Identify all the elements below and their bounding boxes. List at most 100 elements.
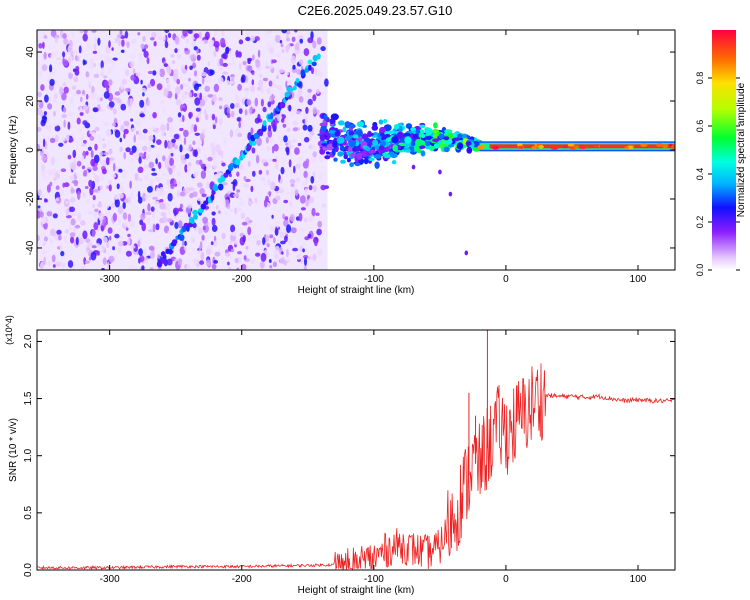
- noise-blob: [167, 140, 173, 150]
- noise-blob: [110, 202, 116, 208]
- noise-blob: [159, 202, 166, 210]
- noise-blob: [265, 234, 270, 243]
- noise-blob: [238, 163, 244, 170]
- noise-blob: [250, 258, 256, 265]
- signal-blob: [404, 149, 411, 153]
- signal-blob: [411, 164, 416, 170]
- signal-blob: [342, 126, 347, 133]
- noise-blob: [283, 199, 289, 204]
- noise-blob: [188, 77, 191, 82]
- x-tick-label: -200: [232, 574, 252, 585]
- noise-blob: [200, 132, 205, 141]
- noise-blob: [58, 234, 62, 241]
- noise-blob: [149, 178, 154, 187]
- noise-blob: [194, 132, 200, 136]
- noise-blob: [188, 112, 192, 119]
- signal-blob: [356, 121, 365, 128]
- noise-blob: [144, 194, 149, 200]
- noise-blob: [72, 149, 77, 159]
- noise-blob: [298, 59, 304, 65]
- signal-blob: [347, 146, 353, 153]
- colorbar-tick-label: 0.2: [695, 216, 705, 229]
- noise-blob: [109, 107, 114, 111]
- snr-frame: [36, 329, 676, 571]
- noise-blob: [159, 199, 164, 203]
- noise-blob: [292, 64, 296, 70]
- noise-blob: [235, 102, 239, 109]
- noise-blob: [305, 199, 310, 207]
- noise-blob: [284, 117, 290, 126]
- noise-blob: [129, 218, 135, 228]
- noise-blob: [213, 30, 218, 36]
- noise-blob: [130, 118, 134, 122]
- signal-blob: [331, 148, 336, 156]
- noise-blob: [94, 126, 100, 132]
- noise-blob: [238, 121, 241, 129]
- noise-blob: [201, 234, 205, 241]
- noise-blob: [139, 113, 145, 118]
- noise-blob: [111, 47, 114, 51]
- noise-blob: [204, 154, 208, 162]
- streak-blob: [178, 234, 185, 242]
- streak-blob: [269, 112, 274, 120]
- noise-blob: [312, 40, 317, 49]
- noise-blob: [265, 132, 268, 138]
- noise-blob: [123, 120, 130, 127]
- noise-blob: [217, 58, 221, 67]
- noise-blob: [181, 64, 184, 70]
- noise-blob: [167, 207, 171, 215]
- noise-blob: [188, 125, 192, 135]
- noise-blob: [134, 172, 139, 181]
- noise-blob: [257, 49, 261, 58]
- noise-blob: [68, 72, 73, 80]
- noise-blob: [123, 151, 126, 160]
- noise-blob: [195, 107, 201, 112]
- noise-blob: [275, 161, 279, 170]
- noise-blob: [267, 124, 272, 132]
- signal-blob: [319, 122, 328, 127]
- noise-blob: [283, 135, 288, 143]
- noise-blob: [211, 211, 216, 216]
- signal-blob: [369, 132, 374, 136]
- noise-blob: [217, 76, 224, 85]
- noise-blob: [235, 93, 239, 100]
- noise-blob: [162, 155, 166, 162]
- noise-blob: [282, 213, 285, 220]
- signal-blob: [391, 160, 397, 165]
- spectrogram-xlabel: Height of straight line (km): [298, 285, 415, 296]
- noise-blob: [143, 260, 149, 265]
- noise-blob: [299, 195, 306, 204]
- noise-blob: [211, 113, 216, 121]
- noise-blob: [187, 264, 191, 270]
- noise-blob: [279, 231, 285, 238]
- noise-blob: [241, 74, 246, 83]
- streak-blob: [284, 91, 290, 98]
- noise-blob: [188, 187, 195, 192]
- noise-blob: [290, 112, 294, 117]
- signal-blob: [419, 124, 426, 129]
- noise-blob: [247, 160, 251, 167]
- noise-blob: [49, 238, 54, 244]
- noise-blob: [196, 197, 203, 202]
- noise-blob: [179, 144, 183, 153]
- noise-blob: [93, 188, 99, 193]
- noise-blob: [312, 106, 317, 115]
- noise-blob: [129, 60, 135, 68]
- signal-blob: [349, 123, 356, 129]
- noise-blob: [94, 208, 99, 212]
- noise-blob: [304, 188, 309, 196]
- noise-blob: [269, 265, 273, 269]
- noise-blob: [257, 86, 261, 91]
- noise-blob: [169, 157, 175, 167]
- noise-blob: [125, 69, 130, 77]
- noise-blob: [166, 258, 173, 266]
- noise-blob: [52, 97, 56, 105]
- noise-blob: [157, 254, 161, 259]
- noise-blob: [164, 139, 168, 149]
- noise-blob: [293, 165, 296, 174]
- signal-blob: [424, 127, 433, 135]
- noise-blob: [100, 67, 105, 76]
- noise-blob: [276, 67, 281, 76]
- noise-blob: [119, 146, 123, 153]
- noise-blob: [311, 207, 316, 217]
